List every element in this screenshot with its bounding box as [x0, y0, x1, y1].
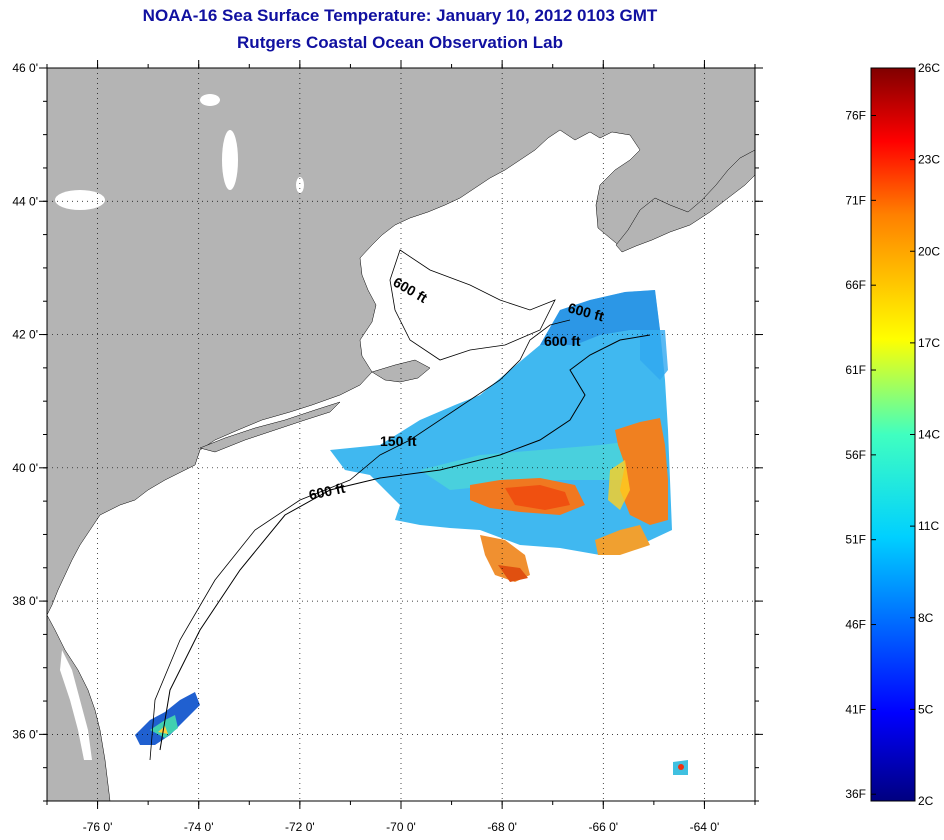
colorbar-label-celsius: 8C	[918, 611, 934, 625]
lon-tick-label: -72 0'	[285, 820, 315, 834]
axis-ticks	[39, 60, 763, 809]
colorbar-label-fahrenheit: 36F	[845, 787, 866, 801]
map-subtitle: Rutgers Coastal Ocean Observation Lab	[237, 33, 563, 52]
colorbar-label-fahrenheit: 76F	[845, 109, 866, 123]
lat-tick-label: 44 0'	[12, 194, 38, 208]
colorbar-label-celsius: 14C	[918, 428, 940, 442]
contour-600ft	[159, 334, 651, 751]
contour-label: 150 ft	[380, 433, 417, 449]
map-title: NOAA-16 Sea Surface Temperature: January…	[142, 6, 658, 25]
land-nova-scotia	[615, 149, 755, 253]
colorbar-label-fahrenheit: 71F	[845, 193, 866, 207]
colorbar-label-fahrenheit: 66F	[845, 278, 866, 292]
lon-tick-label: -64 0'	[690, 820, 720, 834]
land-long-island	[199, 401, 341, 453]
land-cape-cod	[371, 359, 431, 383]
colorbar-label-celsius: 17C	[918, 336, 940, 350]
lon-tick-label: -74 0'	[184, 820, 214, 834]
colorbar-gradient	[870, 67, 916, 802]
colorbar-label-fahrenheit: 46F	[845, 618, 866, 632]
sst-patch-east-core	[678, 764, 684, 770]
lon-tick-label: -76 0'	[83, 820, 113, 834]
lake	[55, 190, 105, 210]
lat-tick-label: 46 0'	[12, 61, 38, 75]
lat-tick-label: 36 0'	[12, 727, 38, 741]
contour-label: 600 ft	[307, 480, 346, 503]
colorbar-label-celsius: 2C	[918, 794, 934, 808]
colorbar-label-celsius: 11C	[918, 519, 939, 533]
colorbar-label-fahrenheit: 41F	[845, 702, 866, 716]
colorbar-label-fahrenheit: 56F	[845, 448, 866, 462]
colorbar-label-celsius: 5C	[918, 702, 934, 716]
colorbar-label-celsius: 26C	[918, 61, 940, 75]
lat-tick-label: 40 0'	[12, 461, 38, 475]
lake	[296, 177, 304, 193]
colorbar-label-fahrenheit: 51F	[845, 533, 866, 547]
lake	[222, 130, 238, 190]
bay-chesapeake	[60, 650, 92, 760]
lat-tick-label: 38 0'	[12, 594, 38, 608]
colorbar-label-celsius: 20C	[918, 244, 940, 258]
contour-gulf-of-maine	[389, 249, 556, 361]
colorbar-label-fahrenheit: 61F	[845, 363, 866, 377]
lake	[200, 94, 220, 106]
lon-tick-label: -70 0'	[386, 820, 416, 834]
contour-150ft	[149, 319, 571, 761]
lon-tick-label: -68 0'	[487, 820, 517, 834]
lat-tick-label: 42 0'	[12, 328, 38, 342]
lon-tick-label: -66 0'	[588, 820, 618, 834]
colorbar-label-celsius: 23C	[918, 153, 940, 167]
sst-swath	[330, 290, 672, 582]
contour-label: 600 ft	[544, 333, 581, 349]
